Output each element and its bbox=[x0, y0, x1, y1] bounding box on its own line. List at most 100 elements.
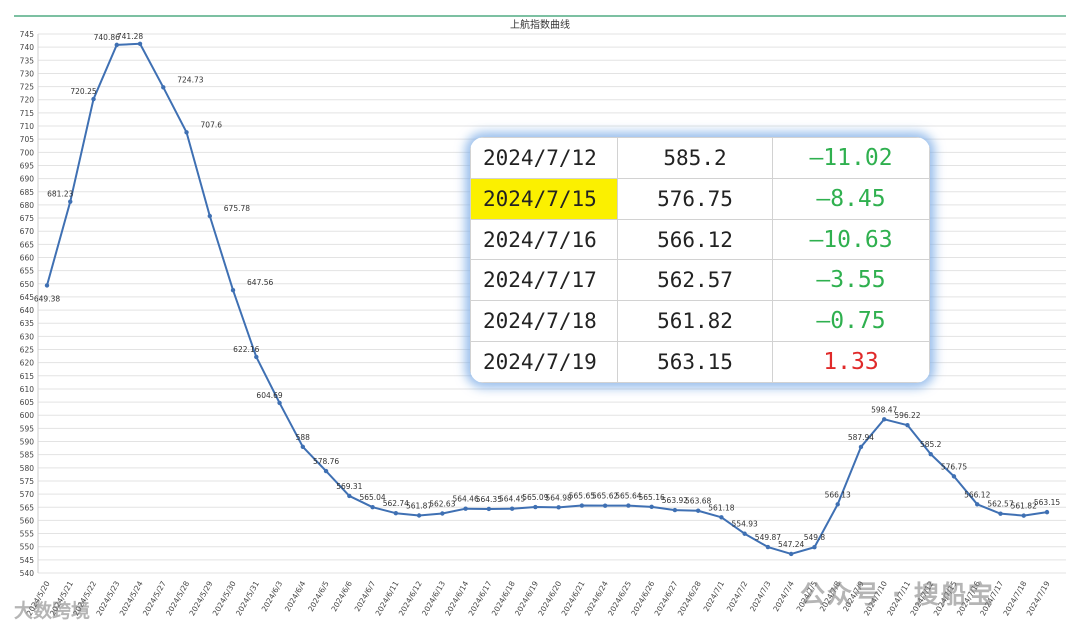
data-point bbox=[719, 515, 724, 520]
data-label: 588 bbox=[296, 433, 311, 442]
data-point bbox=[323, 468, 329, 474]
data-label: 724.73 bbox=[177, 75, 203, 84]
x-tick-label: 2024/6/7 bbox=[353, 579, 378, 613]
price-change-table: 2024/7/12 585.2 —11.02 2024/7/15 576.75 … bbox=[470, 137, 930, 383]
y-tick-label: 580 bbox=[20, 464, 35, 473]
data-point bbox=[882, 417, 887, 422]
y-tick-label: 680 bbox=[20, 201, 35, 210]
data-label: 707.6 bbox=[201, 120, 223, 129]
data-label: 740.86 bbox=[94, 33, 120, 42]
data-label: 562.74 bbox=[383, 499, 409, 508]
row-value: 576.75 bbox=[617, 177, 773, 220]
y-tick-label: 555 bbox=[20, 530, 35, 539]
data-point bbox=[579, 503, 585, 508]
data-point bbox=[370, 504, 375, 510]
data-label: 562.63 bbox=[429, 499, 455, 508]
y-tick-label: 635 bbox=[20, 319, 35, 328]
data-label: 647.56 bbox=[247, 278, 273, 287]
data-point bbox=[905, 422, 910, 428]
data-point bbox=[161, 85, 166, 90]
data-point bbox=[114, 42, 119, 48]
data-point bbox=[533, 504, 538, 510]
data-label: 675.78 bbox=[224, 204, 250, 213]
y-tick-label: 600 bbox=[20, 411, 35, 420]
data-point bbox=[393, 511, 399, 516]
data-label: 561.18 bbox=[708, 503, 734, 512]
y-tick-label: 690 bbox=[20, 175, 35, 184]
y-tick-label: 735 bbox=[20, 56, 35, 65]
x-tick-label: 2024/7/19 bbox=[1025, 579, 1052, 617]
row-date: 2024/7/17 bbox=[470, 259, 618, 302]
data-point bbox=[602, 503, 608, 508]
data-label: 565.64 bbox=[615, 492, 641, 501]
y-tick-label: 725 bbox=[20, 83, 35, 92]
y-tick-label: 715 bbox=[20, 109, 35, 118]
data-label: 576.75 bbox=[941, 462, 967, 471]
data-label: 649.38 bbox=[34, 294, 60, 303]
x-tick-label: 2024/7/1 bbox=[702, 579, 727, 613]
data-point bbox=[1021, 513, 1026, 518]
y-tick-label: 740 bbox=[20, 43, 35, 52]
y-tick-label: 660 bbox=[20, 253, 35, 262]
data-label: 566.13 bbox=[825, 490, 851, 499]
y-tick-label: 650 bbox=[20, 280, 35, 289]
y-tick-label: 625 bbox=[20, 346, 35, 355]
row-change: —11.02 bbox=[772, 137, 930, 179]
x-tick-label: 2024/6/3 bbox=[260, 579, 285, 613]
data-point bbox=[509, 506, 515, 511]
data-label: 549.8 bbox=[804, 533, 826, 542]
data-point bbox=[416, 513, 422, 518]
row-change: —10.63 bbox=[772, 218, 930, 261]
data-point bbox=[556, 505, 561, 510]
data-label: 561.87 bbox=[406, 501, 432, 510]
data-point bbox=[207, 213, 212, 219]
y-tick-label: 700 bbox=[20, 148, 35, 157]
data-label: 598.47 bbox=[871, 405, 897, 414]
x-tick-label: 2024/5/31 bbox=[234, 579, 261, 617]
table-row: 2024/7/19 563.15 1.33 bbox=[470, 341, 930, 383]
table-row: 2024/7/15 576.75 —8.45 bbox=[470, 177, 930, 220]
y-tick-label: 560 bbox=[20, 516, 35, 525]
data-point bbox=[230, 287, 236, 293]
data-point bbox=[254, 354, 259, 360]
data-point bbox=[765, 544, 771, 550]
row-change: —3.55 bbox=[772, 259, 930, 302]
data-point bbox=[928, 451, 933, 457]
data-point bbox=[300, 444, 306, 449]
y-tick-label: 720 bbox=[20, 96, 35, 105]
y-tick-label: 570 bbox=[20, 490, 35, 499]
watermark-right: 公众号 · 搜船宝 bbox=[800, 580, 995, 609]
data-label: 565.65 bbox=[569, 492, 595, 501]
table-row: 2024/7/16 566.12 —10.63 bbox=[470, 218, 930, 261]
data-label: 578.76 bbox=[313, 457, 339, 466]
y-axis: 540 545 550 555 560 565 570 575 580 585 590 595 600 6… bbox=[20, 30, 35, 578]
data-label: 565.09 bbox=[522, 493, 548, 502]
data-label: 566.12 bbox=[964, 490, 990, 499]
y-tick-label: 610 bbox=[20, 385, 35, 394]
data-label: 562.57 bbox=[987, 500, 1013, 509]
y-tick-label: 585 bbox=[20, 451, 35, 460]
data-label: 564.46 bbox=[452, 495, 478, 504]
y-tick-label: 595 bbox=[20, 424, 35, 433]
y-tick-label: 685 bbox=[20, 188, 35, 197]
data-point bbox=[1044, 509, 1050, 515]
row-value: 561.82 bbox=[617, 300, 773, 343]
data-label: 569.31 bbox=[336, 482, 362, 491]
y-tick-label: 695 bbox=[20, 161, 35, 170]
data-point bbox=[486, 506, 492, 512]
y-tick-label: 575 bbox=[20, 477, 35, 486]
x-tick-label: 2024/6/5 bbox=[306, 579, 331, 613]
data-label: 720.25 bbox=[70, 87, 96, 96]
data-point bbox=[788, 551, 794, 557]
series-line bbox=[46, 42, 1048, 555]
data-point bbox=[975, 502, 980, 507]
data-label: 565.04 bbox=[359, 493, 385, 502]
data-label: 565.62 bbox=[592, 492, 618, 501]
x-tick-label: 2024/7/2 bbox=[725, 579, 750, 613]
data-label: 549.87 bbox=[755, 533, 781, 542]
row-date: 2024/7/12 bbox=[470, 137, 618, 179]
y-tick-label: 655 bbox=[20, 267, 35, 276]
data-point bbox=[951, 474, 957, 479]
data-point bbox=[347, 493, 352, 499]
data-point bbox=[649, 504, 654, 510]
